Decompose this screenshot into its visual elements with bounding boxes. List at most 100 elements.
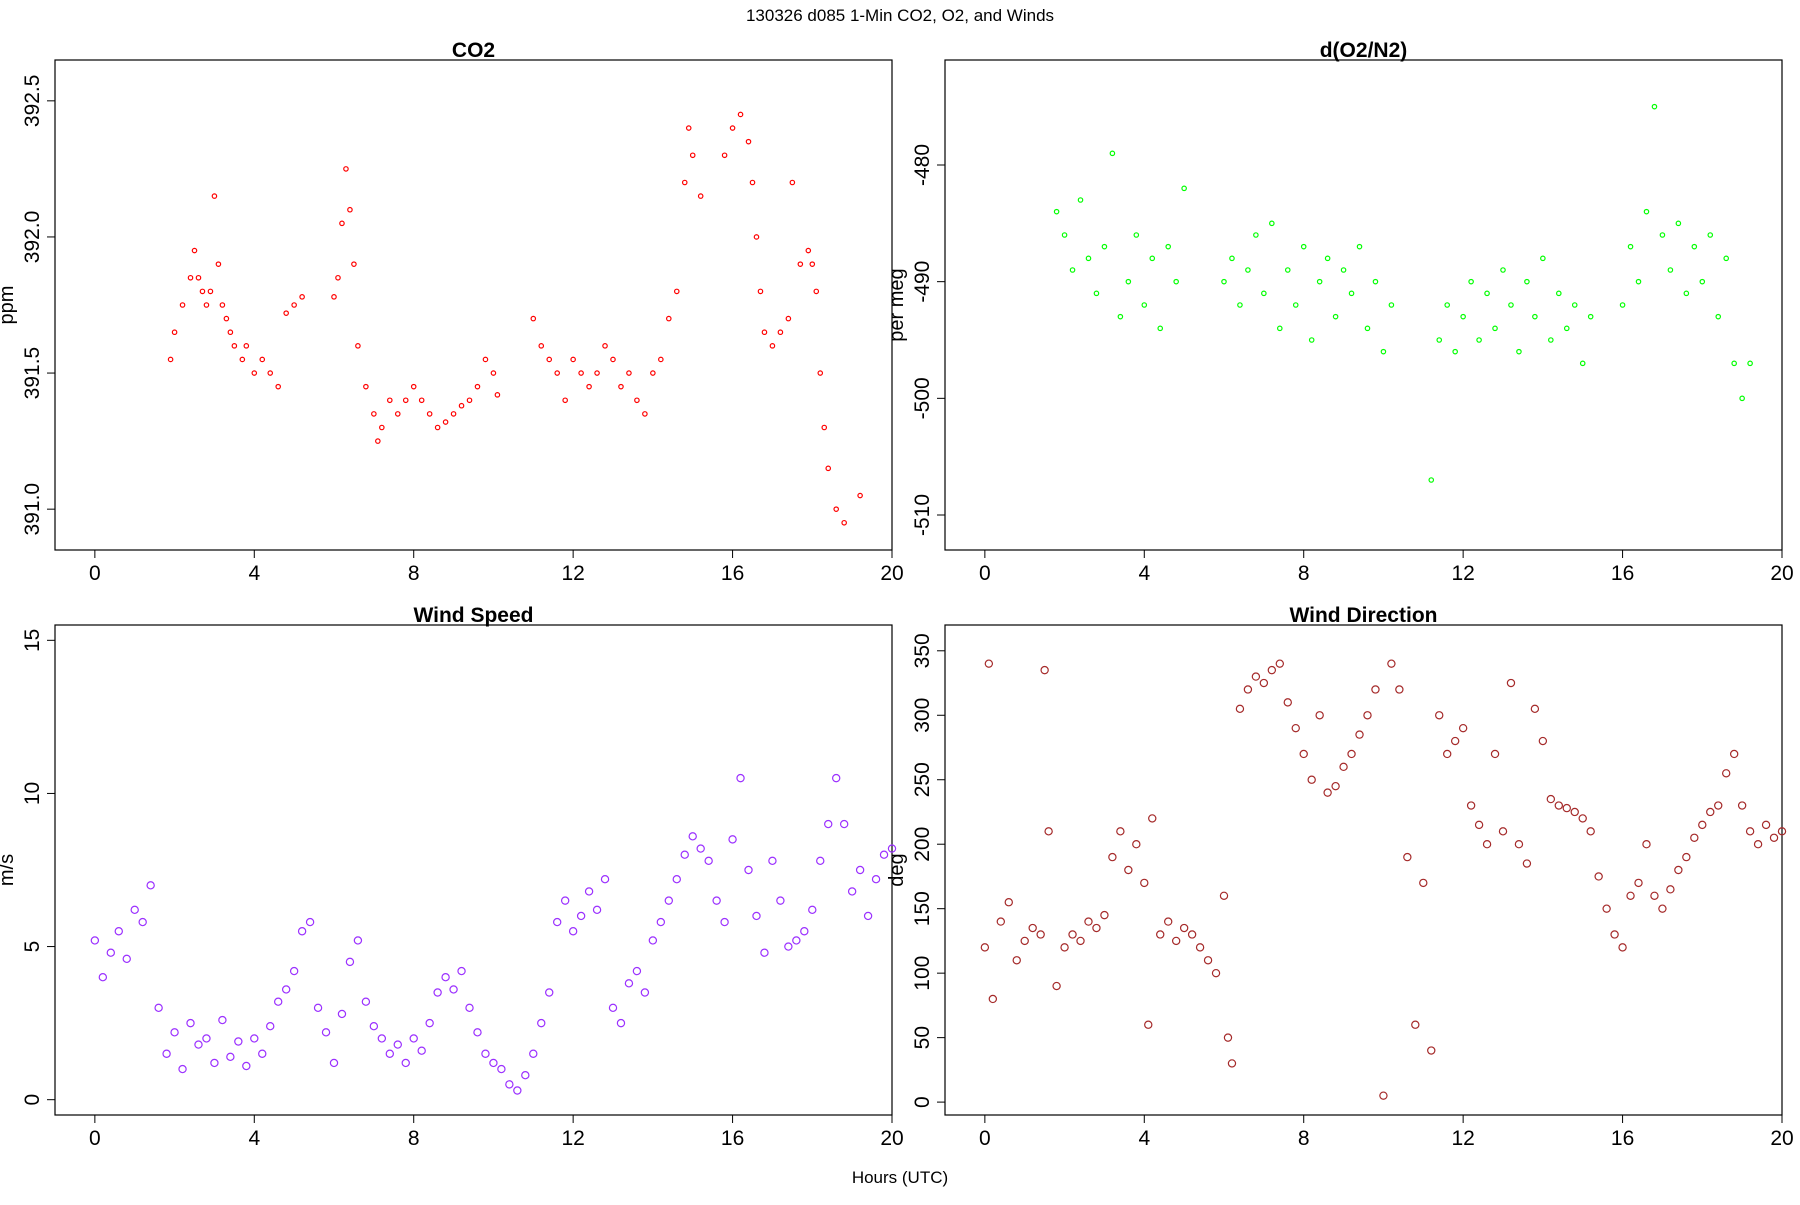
data-point [402, 397, 409, 404]
data-point [1468, 278, 1474, 285]
data-point [1053, 208, 1060, 215]
data-point [355, 343, 361, 349]
data-point [1698, 820, 1707, 830]
data-point [1261, 290, 1267, 297]
data-point [234, 1037, 243, 1046]
data-point [1380, 348, 1387, 355]
x-tick-label: 20 [1770, 1127, 1793, 1150]
data-point [1482, 840, 1492, 849]
data-point [178, 1064, 187, 1074]
data-point [1203, 956, 1213, 965]
data-point [1490, 749, 1500, 759]
data-point [594, 370, 600, 376]
data-point [377, 1034, 387, 1043]
data-point [1340, 267, 1347, 273]
data-point [984, 659, 994, 668]
data-point [347, 206, 353, 213]
data-point [1171, 936, 1181, 946]
data-point [1140, 878, 1149, 888]
y-tick-label: 391.5 [21, 347, 44, 400]
data-point [1253, 232, 1259, 238]
data-point [1275, 659, 1285, 668]
data-point [1363, 711, 1372, 720]
data-point [1364, 325, 1371, 332]
data-point [800, 927, 809, 936]
y-tick-label: -480 [911, 144, 934, 186]
y-tick-label: 391.0 [21, 483, 44, 536]
data-point [857, 492, 863, 499]
data-point [466, 397, 473, 404]
data-point [1101, 243, 1108, 250]
data-point [1721, 769, 1731, 778]
data-point [1674, 865, 1683, 875]
data-point [721, 152, 728, 159]
y-tick-label: 10 [21, 782, 44, 805]
data-point [1619, 302, 1626, 308]
x-tick-label: 4 [1138, 1127, 1150, 1150]
data-point [560, 896, 570, 905]
data-point [1181, 185, 1187, 192]
data-point [1259, 678, 1269, 688]
data-point [784, 942, 793, 951]
y-axis-label: per meg [886, 268, 908, 341]
data-point [1251, 672, 1261, 681]
data-point [361, 997, 371, 1006]
data-point [1371, 685, 1380, 694]
data-point [553, 917, 562, 927]
data-point [1602, 904, 1611, 913]
data-point [410, 383, 417, 390]
data-point [1061, 232, 1068, 238]
data-point [608, 1003, 618, 1013]
x-tick-label: 20 [880, 1127, 903, 1150]
data-point [489, 1058, 498, 1068]
data-point [223, 315, 230, 322]
data-point [1508, 302, 1514, 308]
series-points [167, 111, 863, 526]
data-point [1474, 820, 1484, 830]
data-point [1506, 678, 1516, 688]
data-point [1292, 302, 1299, 308]
data-point [1245, 267, 1251, 273]
data-point [1229, 255, 1235, 262]
data-point [537, 1018, 546, 1028]
data-point [418, 397, 425, 404]
data-point [1084, 917, 1093, 926]
data-point [274, 997, 283, 1006]
data-point [1299, 749, 1308, 759]
x-tick-label: 20 [1770, 562, 1793, 585]
data-point [1332, 313, 1339, 320]
data-point [1682, 852, 1691, 862]
data-point [449, 985, 458, 994]
data-point [1219, 891, 1229, 900]
data-point [313, 1003, 323, 1013]
data-point [1331, 781, 1340, 791]
data-point [251, 370, 258, 376]
data-point [130, 905, 139, 915]
y-axis-label: ppm [0, 286, 18, 325]
data-point [813, 288, 820, 295]
data-point [1060, 943, 1069, 952]
data-point [433, 988, 442, 997]
data-point [339, 220, 345, 227]
data-point [1211, 968, 1221, 978]
data-point [259, 356, 266, 363]
y-tick-label: 200 [911, 827, 934, 862]
data-point [371, 411, 377, 417]
data-point [688, 832, 697, 841]
data-point [1116, 827, 1125, 836]
x-tick-label: 0 [89, 562, 101, 585]
data-point [1339, 762, 1348, 772]
data-point [1562, 803, 1571, 813]
y-tick-label: -500 [911, 377, 934, 419]
data-point [239, 356, 246, 363]
data-point [855, 865, 865, 875]
data-point [530, 315, 537, 322]
data-point [1077, 197, 1084, 203]
data-point [1643, 208, 1650, 215]
data-point [1300, 243, 1307, 250]
data-point [1618, 943, 1627, 952]
y-axis-label: m/s [0, 854, 18, 886]
data-point [1133, 232, 1140, 238]
y-tick-label: 350 [911, 633, 934, 668]
data-point [1020, 936, 1029, 946]
